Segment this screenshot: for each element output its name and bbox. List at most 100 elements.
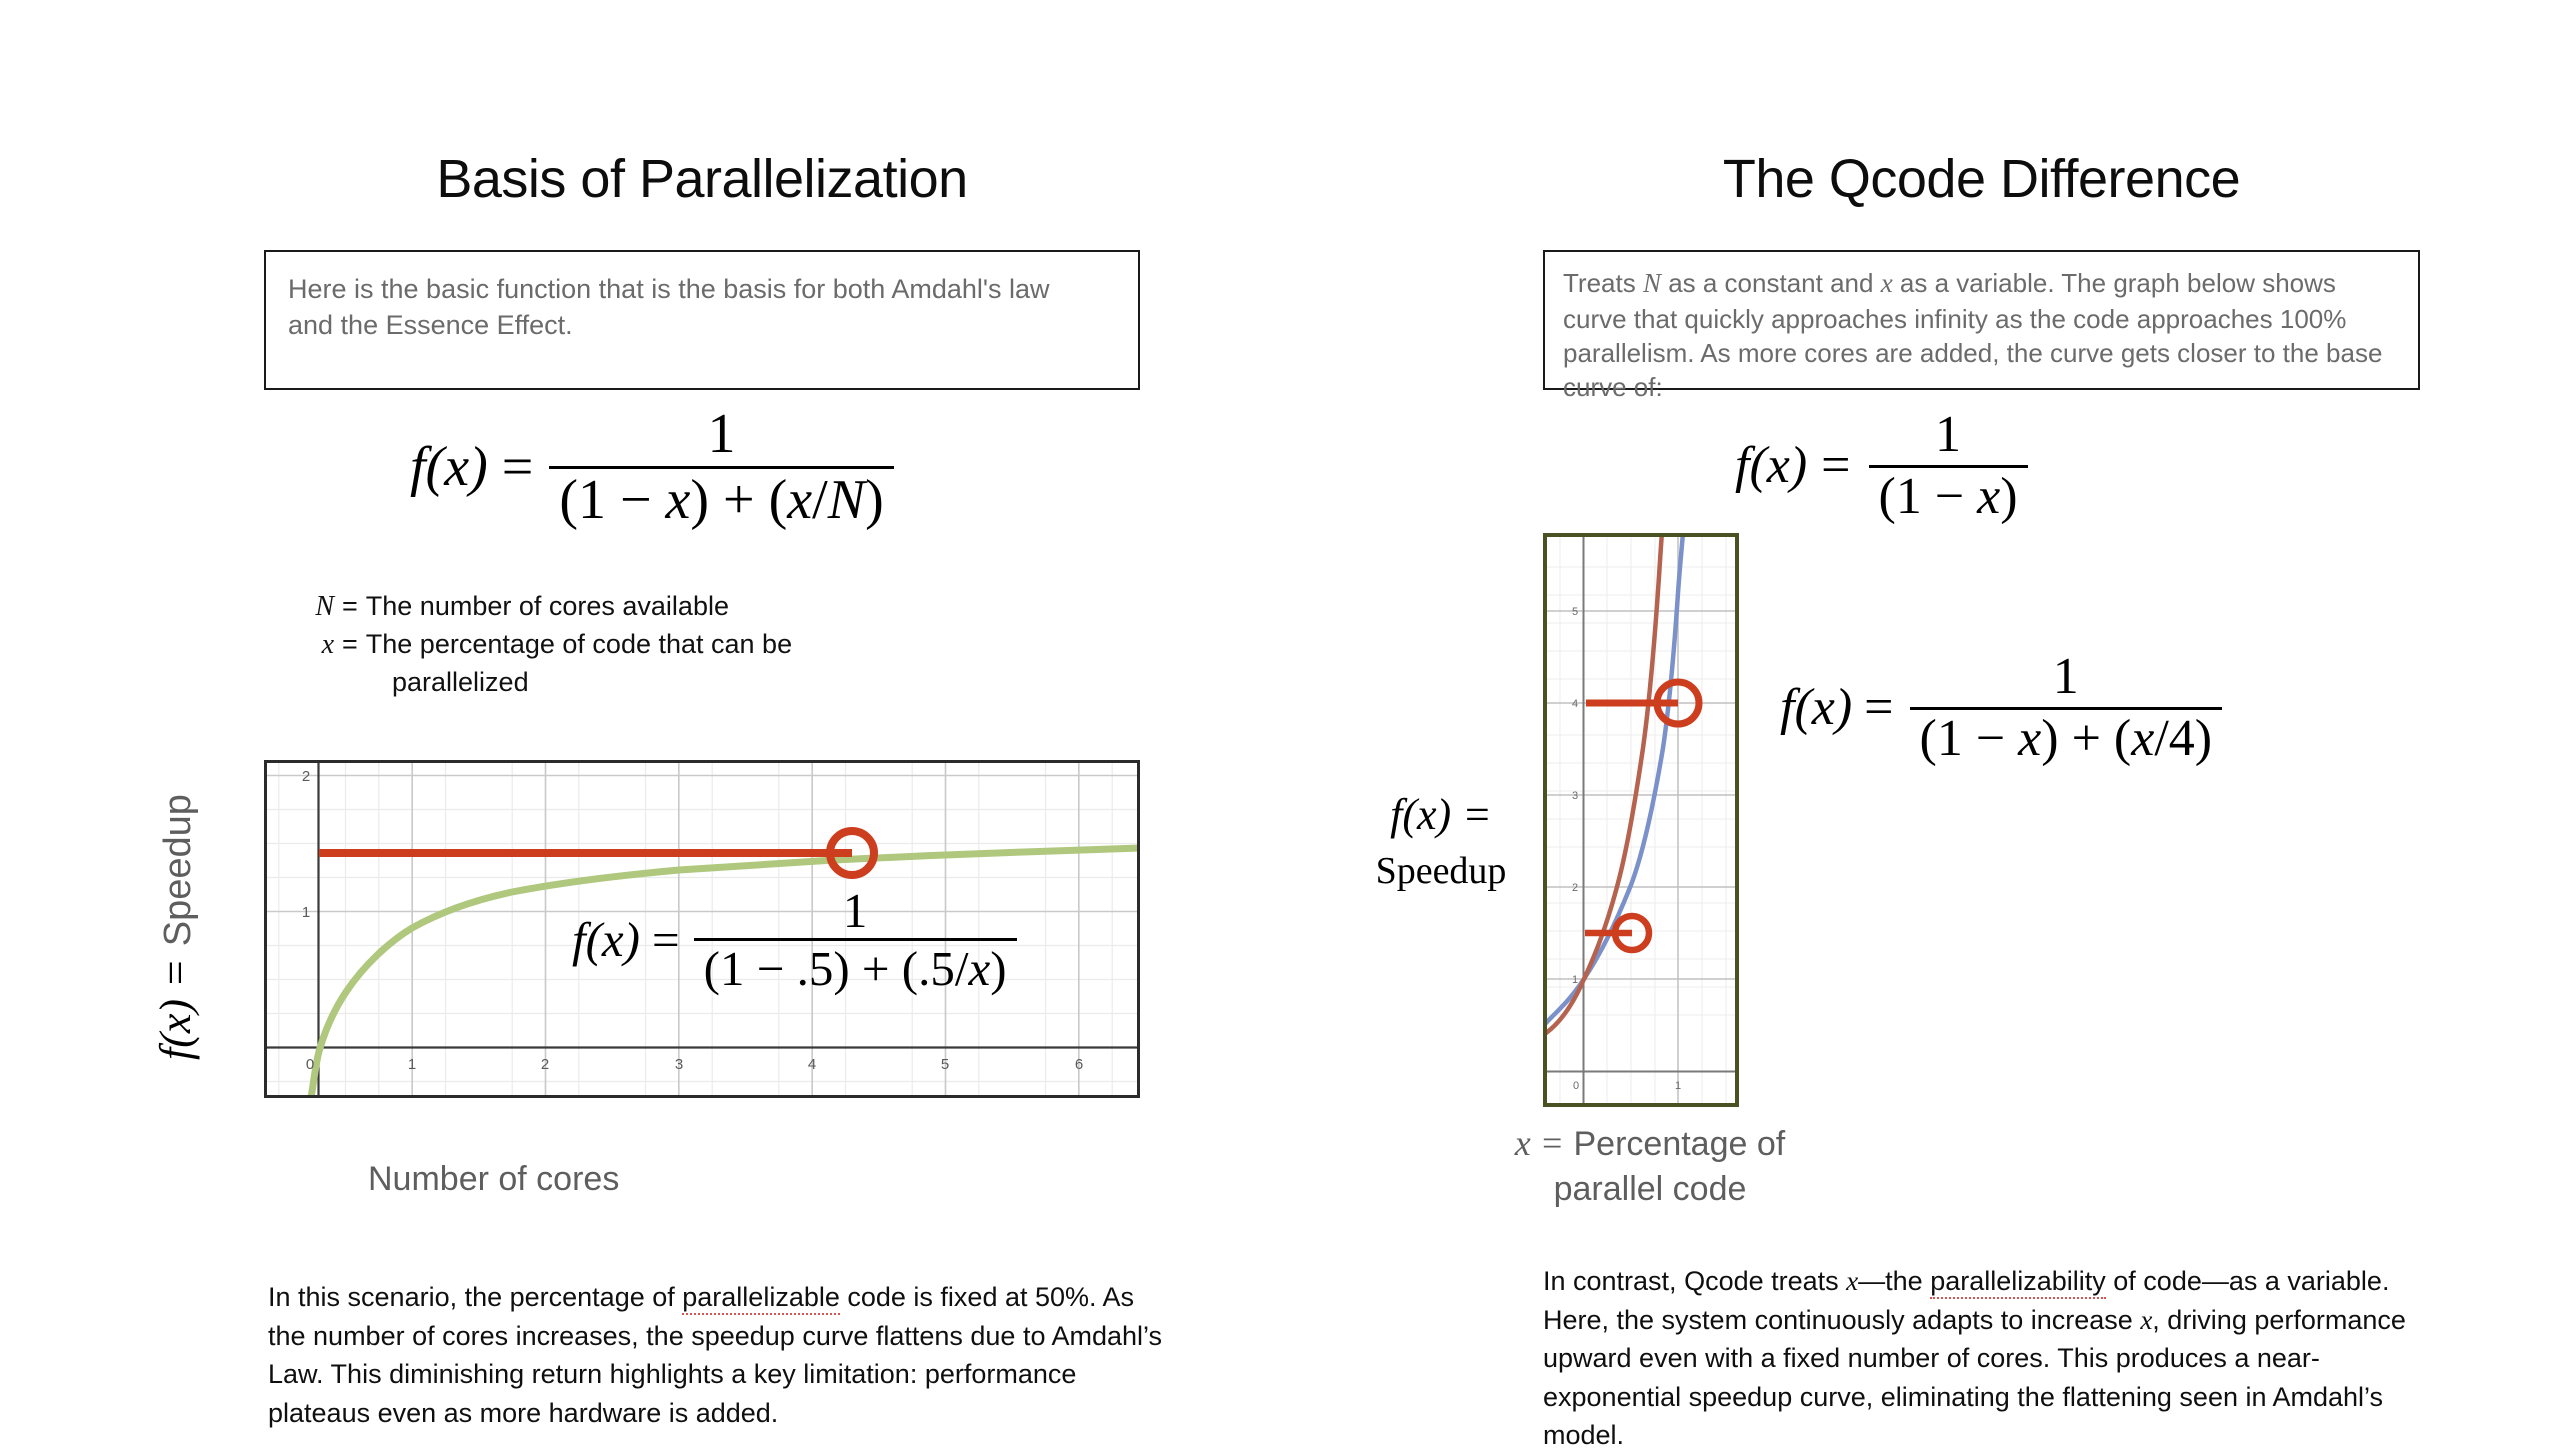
left-paragraph-part2: code is fixed at 50%. As the number of c… <box>268 1282 1163 1428</box>
qcode-chart: 0 1 5 4 3 2 1 <box>1543 533 1739 1107</box>
den-part-c: /4) <box>2154 709 2213 767</box>
amdahl-chart-svg: 0 1 2 3 4 5 6 2 1 <box>264 760 1140 1098</box>
right-y-axis-label: f(x) = Speedup <box>1356 790 1526 893</box>
left-variable-legend: N = The number of cores available x = Th… <box>300 588 792 701</box>
y-tick-2: 2 <box>302 768 310 785</box>
x-tick-5: 5 <box>941 1056 949 1073</box>
den-part-d: ) <box>865 468 884 531</box>
left-x-axis-label: Number of cores <box>368 1160 620 1198</box>
y-tick-1: 1 <box>1572 974 1578 986</box>
lower-marker-circle <box>1611 912 1653 954</box>
tick-labels: 0 1 2 3 4 5 6 2 1 <box>302 768 1083 1073</box>
den-part-a: (1 − <box>1878 467 1978 525</box>
left-main-equation-lhs: f(x) <box>410 436 488 499</box>
left-paragraph-part1: In this scenario, the percentage of <box>268 1282 683 1312</box>
x-tick-3: 3 <box>675 1056 683 1073</box>
den-part-c: / <box>812 468 828 531</box>
den-var-x: x <box>1977 467 2001 525</box>
y-tick-4: 4 <box>1572 698 1578 710</box>
y-tick-1: 1 <box>302 904 310 921</box>
right-base-equation-numerator: 1 <box>1935 406 1962 463</box>
right-x-axis-label-line1: x = Percentage of <box>1460 1122 1840 1164</box>
variable-text-x-cont: parallelized <box>392 667 529 698</box>
variable-symbol-blank <box>300 664 334 701</box>
x-tick-2: 2 <box>541 1056 549 1073</box>
y-tick-5: 5 <box>1572 606 1578 618</box>
left-note-box: Here is the basic function that is the b… <box>264 250 1140 390</box>
right-paragraph-var-x2: x <box>2140 1304 2153 1335</box>
right-base-equation-denominator: (1 − x) <box>1869 468 2028 525</box>
x-tick-0: 0 <box>306 1056 314 1073</box>
x-tick-1: 1 <box>1675 1080 1681 1092</box>
right-note-part-a: Treats <box>1563 268 1643 298</box>
fraction-bar <box>693 938 1017 942</box>
den-var-x2: x <box>2131 709 2155 767</box>
left-page-title: Basis of Parallelization <box>436 149 968 209</box>
den-var-x: x <box>968 941 991 997</box>
fraction-bar <box>1868 464 2028 468</box>
left-paragraph-misspelled-word: parallelizable <box>682 1282 840 1315</box>
left-chart-equation-numerator: 1 <box>842 883 868 938</box>
chart-background <box>1543 533 1739 1107</box>
den-part-a: (1 − <box>559 468 666 531</box>
right-page-title: The Qcode Difference <box>1722 149 2241 209</box>
den-part-b: ) + ( <box>2041 709 2132 767</box>
qcode-chart-svg: 0 1 5 4 3 2 1 <box>1543 533 1739 1107</box>
x-tick-4: 4 <box>808 1056 816 1073</box>
right-x-axis-label-text1: Percentage of <box>1564 1125 1786 1163</box>
variable-symbol-n: N <box>315 591 334 622</box>
right-x-axis-label-math: x = <box>1514 1123 1565 1163</box>
x-tick-0: 0 <box>1573 1080 1579 1092</box>
right-x-axis-label: x = Percentage of parallel code <box>1460 1122 1840 1209</box>
y-tick-2: 2 <box>1572 882 1578 894</box>
right-cores-equation-fraction: 1 (1 − x) + (x/4) <box>1909 648 2223 767</box>
variable-row-n: N = The number of cores available <box>300 588 792 626</box>
den-part-b: ) <box>990 941 1007 997</box>
right-paragraph: In contrast, Qcode treats x—the parallel… <box>1543 1262 2423 1454</box>
amdahl-chart: 0 1 2 3 4 5 6 2 1 <box>264 760 1140 1098</box>
right-paragraph-part-b: —the <box>1858 1266 1931 1296</box>
den-part-b: ) <box>2000 467 2018 525</box>
variable-symbol-x: x <box>321 629 334 661</box>
left-chart-equation-lhs: f(x) <box>572 912 640 968</box>
upper-marker-circle <box>1653 678 1703 728</box>
right-note-part-b: as a constant and <box>1660 268 1881 298</box>
right-note-part-c: as a variable. The graph below shows cur… <box>1563 268 2383 403</box>
right-note-var-x: x <box>1880 268 1893 298</box>
den-var-x1: x <box>665 468 691 531</box>
right-cores-equation-denominator: (1 − x) + (x/4) <box>1910 710 2223 767</box>
right-y-axis-label-math: f(x) = <box>1390 790 1492 839</box>
right-cores-equation-lhs: f(x) <box>1780 679 1853 737</box>
fraction-bar <box>549 465 894 469</box>
right-paragraph-var-x1: x <box>1846 1266 1859 1296</box>
right-paragraph-part-c: of code—as a variable. Here, the system … <box>1543 1266 2390 1335</box>
major-gridlines <box>267 763 1137 1095</box>
den-var-x2: x <box>787 468 813 531</box>
left-chart-equation-fraction: 1 (1 − .5) + (.5/x) <box>693 883 1017 997</box>
right-cores-equation-numerator: 1 <box>2052 648 2079 705</box>
left-main-equation-equals: = <box>501 436 534 499</box>
right-base-equation-equals: = <box>1821 437 1851 495</box>
left-chart-equation: f(x) = 1 (1 − .5) + (.5/x) <box>572 885 1017 995</box>
right-paragraph-part-a: In contrast, Qcode treats <box>1543 1266 1847 1296</box>
den-var-x1: x <box>2018 709 2042 767</box>
qcode-cores-curve <box>1546 536 1664 1036</box>
variable-equals-n: = <box>342 591 358 621</box>
left-note-line-2: and the Essence Effect. <box>288 309 573 340</box>
variable-equals-x: = <box>342 629 358 660</box>
left-main-equation: f(x) = 1 (1 − x) + (x/N) <box>410 405 894 530</box>
y-tick-3: 3 <box>1572 790 1578 802</box>
amdahl-speedup-curve <box>307 844 1137 1095</box>
right-base-equation: f(x) = 1 (1 − x) <box>1735 406 2028 525</box>
den-part-b: ) + ( <box>690 468 788 531</box>
right-note-var-n: N <box>1642 268 1661 298</box>
left-paragraph: In this scenario, the percentage of para… <box>268 1278 1168 1432</box>
variable-text-x: The percentage of code that can be <box>365 629 793 660</box>
fraction-bar <box>1909 706 2223 710</box>
left-note-line-1: Here is the basic function that is the b… <box>288 274 1050 304</box>
right-x-axis-label-line2: parallel code <box>1553 1170 1747 1208</box>
left-main-equation-fraction: 1 (1 − x) + (x/N) <box>549 405 894 531</box>
left-chart-equation-equals: = <box>652 912 680 968</box>
chart-frame <box>264 760 1140 1098</box>
